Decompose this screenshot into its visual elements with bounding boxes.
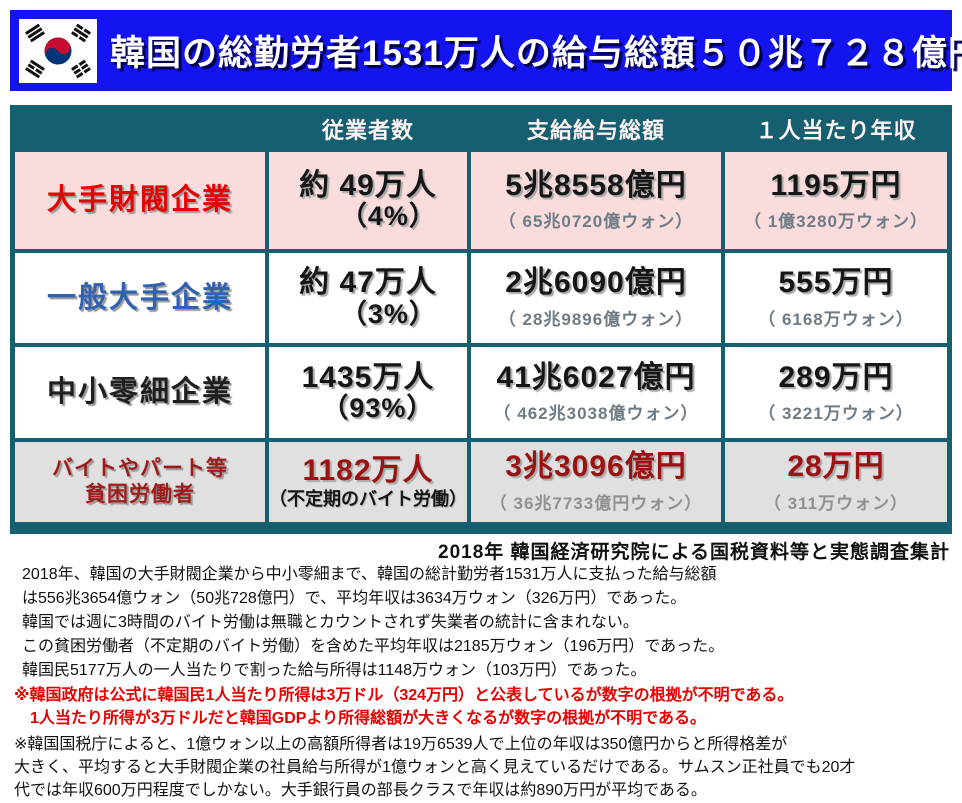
small-micro-workers-cell: 1435万人 （93%） [269,347,467,438]
workers-value: 約 49万人 [299,168,437,202]
bottom-note: ※韓国国税庁によると、1億ウォン以上の高額所得者は19万6539人で上位の年収は… [14,733,954,802]
workers-percent: （3%） [339,298,437,329]
per-capita-value: 1195万円 [770,168,902,202]
column-header-total-pay: 支給給与総額 [526,118,665,143]
red-note-line: 1人当たり所得が3万ドルだと韓国GDPより所得総額が大きくなるが数字の根拠が不明… [14,710,706,727]
korea-flag-icon [19,18,97,83]
body-line: は556兆3654億ウォン（50兆728億円）で、平均年収は3634万ウォン（3… [22,590,687,607]
total-pay-value: 41兆6027億円 [496,360,696,394]
workers-value: 1435万人 [301,360,435,394]
bottom-note-line: 大きく、平均すると大手財閥企業の社員給与所得が1億ウォンと高く見えているだけであ… [14,759,856,776]
row-label-general-large: 一般大手企業 [15,253,265,343]
chaebol-workers-cell: 約 49万人 （4%） [269,152,467,249]
red-note-line: ※韓国政府は公式に韓国民1人当たり所得は3万ドル（324万円）と公表しているが数… [14,687,794,704]
total-pay-won: （ 462兆3038億ウォン） [493,404,699,424]
bottom-note-line: ※韓国国税庁によると、1億ウォン以上の高額所得者は19万6539人で上位の年収は… [14,736,788,753]
total-pay-value: 2兆6090億円 [505,266,687,300]
part-time-workers-cell: 1182万人 （不定期のバイト労働） [269,442,467,522]
total-pay-won: （ 65兆0720億ウォン） [498,212,694,232]
bottom-note-line: 代では年収600万円程度でしかない。大手銀行員の部長クラスで年収は約890万円が… [14,782,707,799]
row-label-part-time-poor: バイトやパート等 貧困労働者 [15,442,265,522]
per-capita-value: 289万円 [778,360,894,394]
per-capita-value: 555万円 [778,266,894,300]
per-capita-value: 28万円 [787,450,885,484]
chaebol-per-capita-cell: 1195万円 （ 1億3280万ウォン） [725,152,947,249]
part-time-per-capita-cell: 28万円 （ 311万ウォン） [725,442,947,522]
body-line: 2018年、韓国の大手財閥企業から中小零細まで、韓国の総計勤労者1531万人に支… [22,566,717,583]
small-micro-per-capita-cell: 289万円 （ 3221万ウォン） [725,347,947,438]
workers-value: 約 47万人 [299,266,437,300]
page-title: 韓国の総勤労者1531万人の給与総額５０兆７２８億円 [110,34,962,73]
body-line: 韓国民5177万人の一人当たりで割った給与所得は1148万ウォン（103万円）で… [22,662,647,679]
per-capita-won: （ 311万ウォン） [763,493,909,513]
source-note: 2018年 韓国経済研究院による国税資料等と実態調査集計 [438,542,950,563]
total-pay-value: 3兆3096億円 [505,450,687,484]
workers-note: （不定期のバイト労働） [269,488,467,509]
body-line: 韓国では週に3時間のバイト労働は無職とカウントされず失業者の統計に含まれない。 [22,614,639,631]
title-bar: 韓国の総勤労者1531万人の給与総額５０兆７２８億円 [10,10,962,91]
workers-percent: （4%） [339,201,437,232]
part-time-total-pay-cell: 3兆3096億円 （ 36兆7733億円ウォン） [471,442,721,522]
row-label-chaebol: 大手財閥企業 [15,152,265,249]
total-pay-won: （ 28兆9896億ウォン） [498,309,694,329]
red-warning-note: ※韓国政府は公式に韓国民1人当たり所得は3万ドル（324万円）と公表しているが数… [14,684,954,730]
workers-value: 1182万人 [302,454,434,488]
column-header-workers: 従業者数 [321,118,414,143]
per-capita-won: （ 3221万ウォン） [758,404,914,424]
workers-percent: （93%） [321,393,435,424]
total-pay-won: （ 36兆7733億円ウォン） [489,493,703,513]
total-pay-value: 5兆8558億円 [505,168,687,202]
small-micro-total-pay-cell: 41兆6027億円 （ 462兆3038億ウォン） [471,347,721,438]
body-text: 2018年、韓国の大手財閥企業から中小零細まで、韓国の総計勤労者1531万人に支… [22,563,952,683]
per-capita-won: （ 1億3280万ウォン） [744,212,928,232]
salary-table: 従業者数 支給給与総額 １人当たり年収 大手財閥企業 約 49万人 （4%） 5… [10,105,952,534]
header-blank-cell [15,110,265,148]
body-line: この貧困労働者（不定期のバイト労働）を含めた平均年収は2185万ウォン（196万… [22,638,725,655]
column-header-per-capita-income: １人当たり年収 [755,118,917,143]
general-large-per-capita-cell: 555万円 （ 6168万ウォン） [725,253,947,343]
row-label-small-micro: 中小零細企業 [15,347,265,438]
chaebol-total-pay-cell: 5兆8558億円 （ 65兆0720億ウォン） [471,152,721,249]
general-large-total-pay-cell: 2兆6090億円 （ 28兆9896億ウォン） [471,253,721,343]
per-capita-won: （ 6168万ウォン） [758,309,914,329]
general-large-workers-cell: 約 47万人 （3%） [269,253,467,343]
